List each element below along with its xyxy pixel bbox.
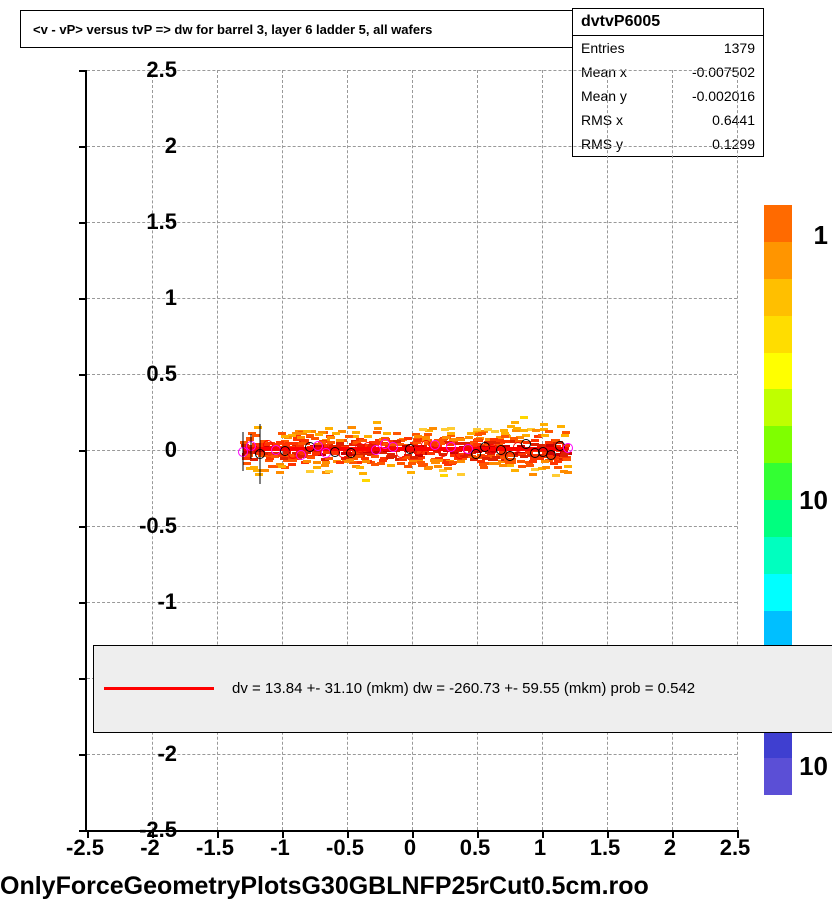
ytick-label: -1	[107, 589, 177, 615]
xtick-label: -2.5	[66, 835, 104, 861]
xtick-label: 0.5	[460, 835, 491, 861]
ytick-label: -0.5	[107, 513, 177, 539]
ytick-label: -2	[107, 741, 177, 767]
stats-name: dvtvP6005	[573, 9, 763, 36]
file-label: OnlyForceGeometryPlotsG30GBLNFP25rCut0.5…	[0, 872, 649, 901]
xtick-label: -0.5	[326, 835, 364, 861]
ytick-label: 2.5	[107, 57, 177, 83]
fit-result-box: dv = 13.84 +- 31.10 (mkm) dw = -260.73 +…	[93, 645, 832, 734]
xtick-label: 2.5	[720, 835, 751, 861]
colorbar-label: 10	[799, 485, 828, 516]
xtick-label: -2	[140, 835, 160, 861]
xtick-label: 0	[404, 835, 416, 861]
stats-row: Entries1379	[573, 36, 763, 60]
fit-text: dv = 13.84 +- 31.10 (mkm) dw = -260.73 +…	[232, 680, 695, 697]
ytick-label: 1	[107, 285, 177, 311]
xtick-label: -1.5	[196, 835, 234, 861]
ytick-label: 0.5	[107, 361, 177, 387]
xtick-label: 2	[664, 835, 676, 861]
xtick-label: 1.5	[590, 835, 621, 861]
xtick-label: 1	[534, 835, 546, 861]
colorbar-label: 10	[799, 751, 828, 782]
plot-title-box: <v - vP> versus tvP => dw for barrel 3, …	[20, 10, 580, 48]
ytick-label: 0	[107, 437, 177, 463]
ytick-label: 1.5	[107, 209, 177, 235]
fit-line-sample	[104, 687, 214, 690]
xtick-label: -1	[270, 835, 290, 861]
ytick-label: 2	[107, 133, 177, 159]
plot-title: <v - vP> versus tvP => dw for barrel 3, …	[33, 22, 432, 37]
colorbar-label: 1	[814, 220, 828, 251]
